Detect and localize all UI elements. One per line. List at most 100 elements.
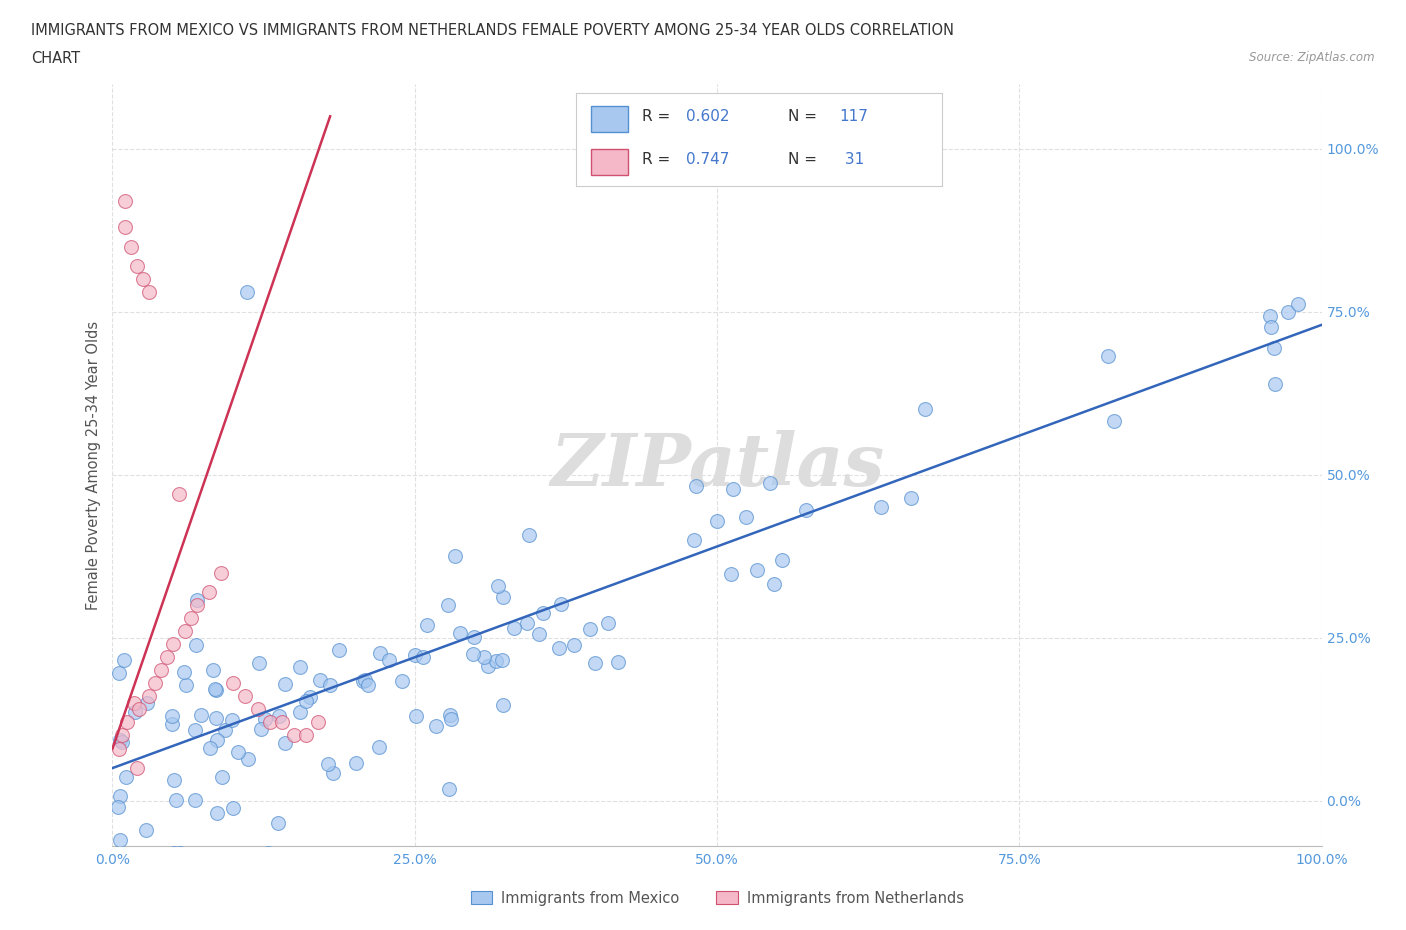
Point [531,605,554,620]
Point [437,597,460,612]
Point [115,769,138,784]
Point [165,793,187,808]
Point [235,689,257,704]
FancyBboxPatch shape [591,106,627,132]
Point [122,696,145,711]
Point [309,672,332,687]
Point [439,781,461,796]
Text: IMMIGRANTS FROM MEXICO VS IMMIGRANTS FROM NETHERLANDS FEMALE POVERTY AMONG 25-34: IMMIGRANTS FROM MEXICO VS IMMIGRANTS FRO… [31,23,953,38]
Point [295,728,318,743]
Point [519,527,541,542]
Point [254,711,277,726]
Text: Source: ZipAtlas.com: Source: ZipAtlas.com [1250,51,1375,64]
Point [108,833,131,848]
Point [1264,377,1286,392]
Point [562,638,585,653]
Point [299,689,322,704]
Point [135,822,157,837]
Point [319,677,342,692]
Point [108,665,131,680]
Point [114,193,136,208]
Point [288,705,311,720]
Point [274,736,297,751]
Point [404,647,426,662]
Point [1260,320,1282,335]
Point [870,499,893,514]
Point [770,552,793,567]
Point [186,592,208,607]
Point [1277,305,1299,320]
Point [184,792,207,807]
Text: R =: R = [643,109,675,124]
Point [186,637,208,652]
Point [222,800,245,815]
Point [125,259,148,273]
Point [316,756,339,771]
Point [259,715,281,730]
Point [463,629,485,644]
Point [391,674,413,689]
Point [107,800,129,815]
Point [914,402,936,417]
Point [110,732,132,747]
Point [236,285,259,299]
Point [472,650,495,665]
Point [183,723,205,737]
Point [352,674,374,689]
Point [198,741,221,756]
Point [548,640,571,655]
Point [368,645,391,660]
Point [209,565,232,580]
Point [186,598,208,613]
Point [169,845,191,860]
Point [1263,340,1285,355]
Point [267,816,290,830]
Point [794,502,817,517]
Point [425,719,447,734]
Point [721,482,744,497]
Point [204,711,226,725]
Point [1260,309,1282,324]
Text: 31: 31 [839,153,863,167]
Point [735,510,758,525]
Point [440,711,463,726]
Point [238,751,260,766]
Point [214,723,236,737]
Point [162,637,184,652]
Point [176,677,198,692]
Point [114,653,136,668]
Point [204,683,226,698]
Point [115,715,138,730]
Point [463,647,485,662]
Point [222,676,245,691]
Point [516,616,538,631]
Point [125,761,148,776]
Point [156,650,179,665]
Point [357,677,380,692]
Point [579,621,602,636]
Point [160,709,183,724]
Point [124,704,146,719]
Point [1102,413,1125,428]
Point [439,707,461,722]
Point [353,672,375,687]
Point [198,585,221,600]
Point [283,728,305,743]
Point [488,578,510,593]
Point [477,658,499,673]
Point [269,709,291,724]
Point [502,620,524,635]
Point [492,590,515,604]
Point [246,702,269,717]
Point [257,845,280,860]
Point [367,739,389,754]
Point [167,487,190,502]
Point [412,650,434,665]
Point [583,656,606,671]
Point [107,741,129,756]
Point [202,662,225,677]
Point [758,475,780,490]
Text: N =: N = [789,153,823,167]
Point [491,653,513,668]
Point [706,513,728,528]
